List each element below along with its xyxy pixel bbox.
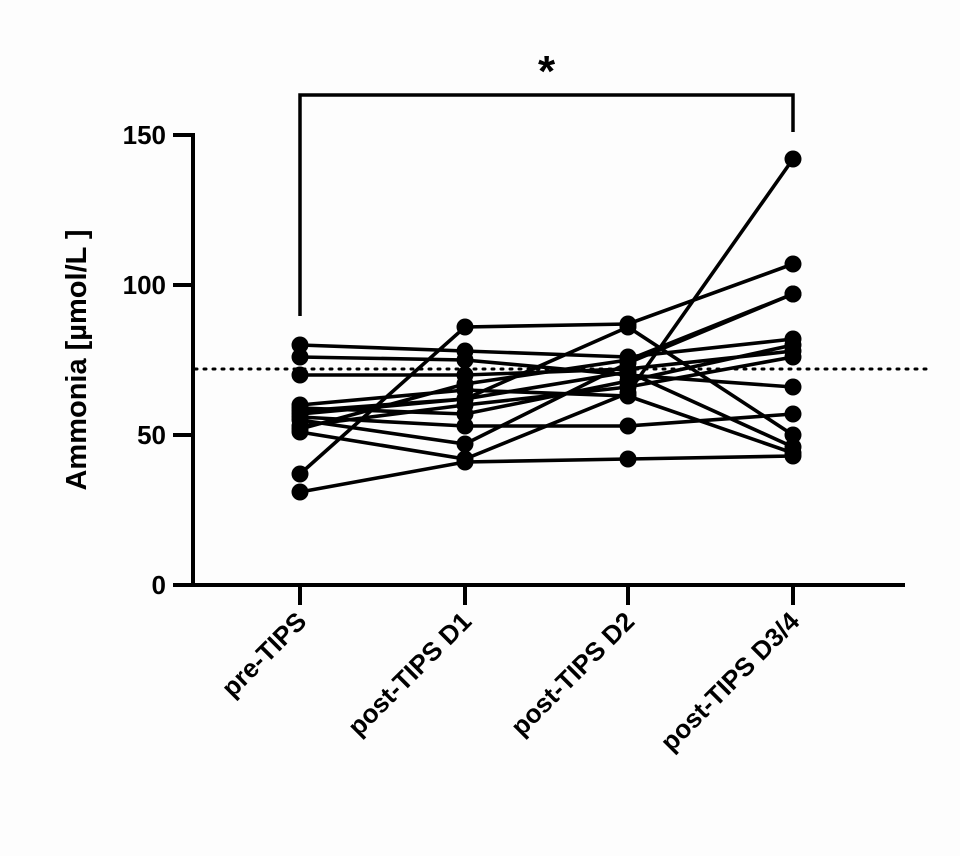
data-point-s4-4 bbox=[784, 255, 802, 273]
series-line-6 bbox=[299, 388, 794, 455]
data-point-s8-4 bbox=[784, 405, 802, 423]
data-point-s12-1 bbox=[291, 423, 309, 441]
y-tick-label-0: 0 bbox=[152, 570, 166, 600]
series-line-1 bbox=[299, 337, 794, 359]
x-tick-label-1: pre-TIPS bbox=[215, 606, 312, 703]
series-line-5 bbox=[299, 454, 794, 494]
data-point-s11-4 bbox=[784, 285, 802, 303]
significance-bracket bbox=[298, 93, 795, 316]
data-point-s13-2 bbox=[456, 405, 474, 423]
series-layer bbox=[291, 150, 802, 501]
y-tick-label-100: 100 bbox=[123, 270, 166, 300]
annotation-layer: * bbox=[298, 47, 795, 316]
data-point-s2-1 bbox=[291, 348, 309, 366]
data-point-s3-1 bbox=[291, 366, 309, 384]
y-axis-title: Ammonia [µmol/L ] bbox=[61, 229, 93, 490]
data-point-s5-1 bbox=[291, 483, 309, 501]
data-point-s8-2 bbox=[456, 417, 474, 435]
data-point-s9-4 bbox=[784, 348, 802, 366]
x-tick-label-4: post-TIPS D3/4 bbox=[654, 606, 805, 757]
x-tick-label-2: post-TIPS D1 bbox=[342, 606, 478, 742]
data-point-s14-2 bbox=[456, 390, 474, 408]
data-point-s14-1 bbox=[291, 405, 309, 423]
data-point-s11-3 bbox=[619, 351, 637, 369]
data-point-s5-3 bbox=[619, 450, 637, 468]
data-point-s12-3 bbox=[619, 384, 637, 402]
series-line-14 bbox=[299, 370, 794, 449]
y-tick-label-150: 150 bbox=[123, 120, 166, 150]
series-line-12 bbox=[299, 157, 795, 461]
data-point-s2-4 bbox=[784, 378, 802, 396]
data-point-s7-3 bbox=[619, 318, 637, 336]
data-point-s12-4 bbox=[784, 150, 802, 168]
data-point-s14-3 bbox=[619, 363, 637, 381]
series-line-4 bbox=[298, 262, 794, 476]
y-tick-label-50: 50 bbox=[137, 420, 166, 450]
significance-marker: * bbox=[538, 47, 556, 96]
data-point-s11-2 bbox=[456, 375, 474, 393]
data-point-s4-1 bbox=[291, 465, 309, 483]
data-point-s4-2 bbox=[456, 318, 474, 336]
series-line-13 bbox=[299, 343, 794, 416]
x-tick-label-3: post-TIPS D2 bbox=[505, 606, 641, 742]
data-point-s1-1 bbox=[291, 336, 309, 354]
data-point-s7-4 bbox=[784, 426, 802, 444]
data-point-s10-2 bbox=[456, 435, 474, 453]
data-point-s12-2 bbox=[456, 450, 474, 468]
data-point-s8-3 bbox=[619, 417, 637, 435]
data-point-s14-4 bbox=[784, 438, 802, 456]
data-point-s13-4 bbox=[784, 336, 802, 354]
data-point-s2-2 bbox=[456, 351, 474, 369]
